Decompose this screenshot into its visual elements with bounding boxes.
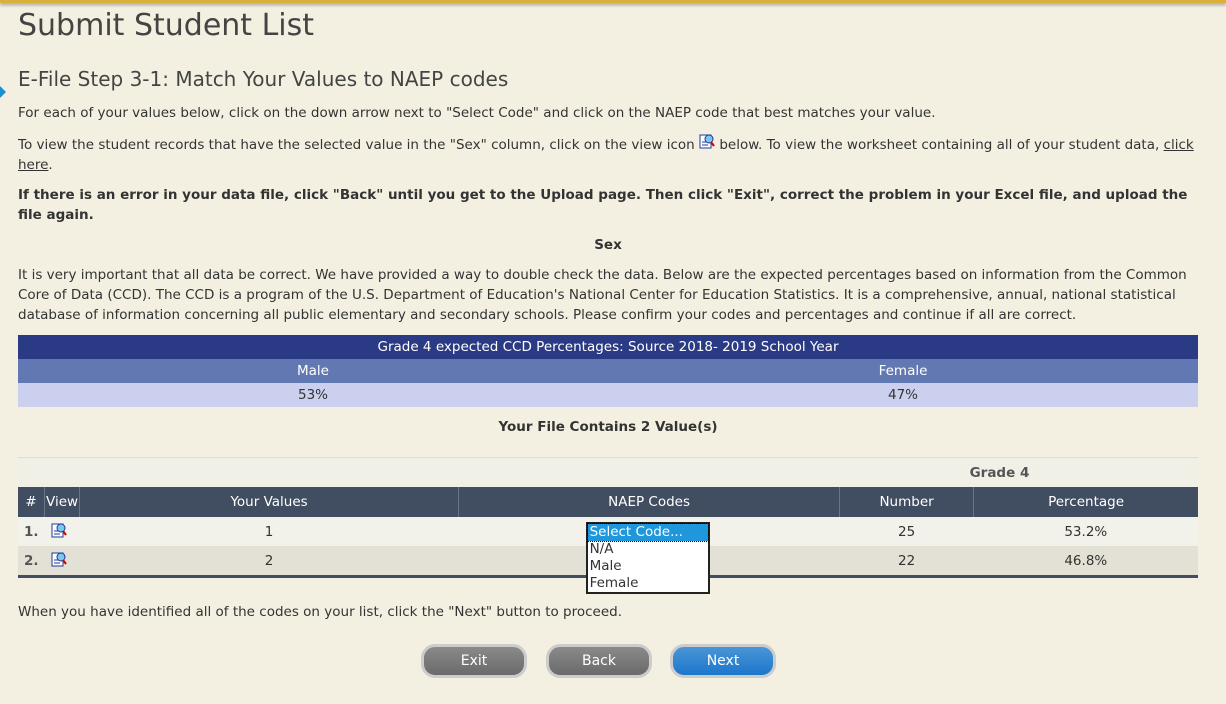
step-title: E-File Step 3-1: Match Your Values to NA…	[18, 67, 509, 91]
dropdown-option[interactable]: Male	[589, 558, 622, 574]
footer-instruction: When you have identified all of the code…	[18, 604, 623, 620]
top-bar	[0, 0, 1226, 3]
file-contains: Your File Contains 2 Value(s)	[498, 419, 718, 435]
section-title: Sex	[594, 237, 622, 253]
view-icon[interactable]	[51, 522, 67, 538]
back-button[interactable]: Back	[546, 644, 652, 678]
page-title: Submit Student List	[18, 8, 315, 43]
exit-button[interactable]: Exit	[421, 644, 527, 678]
dropdown-option[interactable]: Select Code...	[586, 523, 709, 542]
view-icon	[699, 133, 715, 149]
ccd-table: Grade 4 expected CCD Percentages: Source…	[18, 335, 1198, 407]
view-icon[interactable]	[51, 551, 67, 567]
dropdown-option[interactable]: Female	[589, 575, 639, 591]
button-bar: Exit Back Next	[18, 644, 1198, 678]
dropdown-option[interactable]: N/A	[589, 541, 614, 557]
table-row: 1. 1 Select Code... N/A Male Female 25 5…	[18, 517, 1198, 594]
next-button[interactable]: Next	[670, 644, 776, 678]
values-table: Grade 4 # View Your Values NAEP Codes Nu…	[18, 457, 1198, 594]
step-marker-icon	[0, 86, 6, 98]
ccd-paragraph: It is very important that all data be co…	[18, 267, 1187, 323]
click-here-link[interactable]: click here	[18, 137, 1194, 173]
naep-code-select[interactable]: Select Code... N/A Male Female	[458, 517, 840, 594]
instruction-1: For each of your values below, click on …	[18, 105, 936, 121]
instruction-2: To view the student records that have th…	[18, 133, 1198, 175]
naep-code-dropdown[interactable]: Select Code... N/A Male Female	[585, 522, 710, 594]
error-instruction: If there is an error in your data file, …	[18, 187, 1188, 223]
